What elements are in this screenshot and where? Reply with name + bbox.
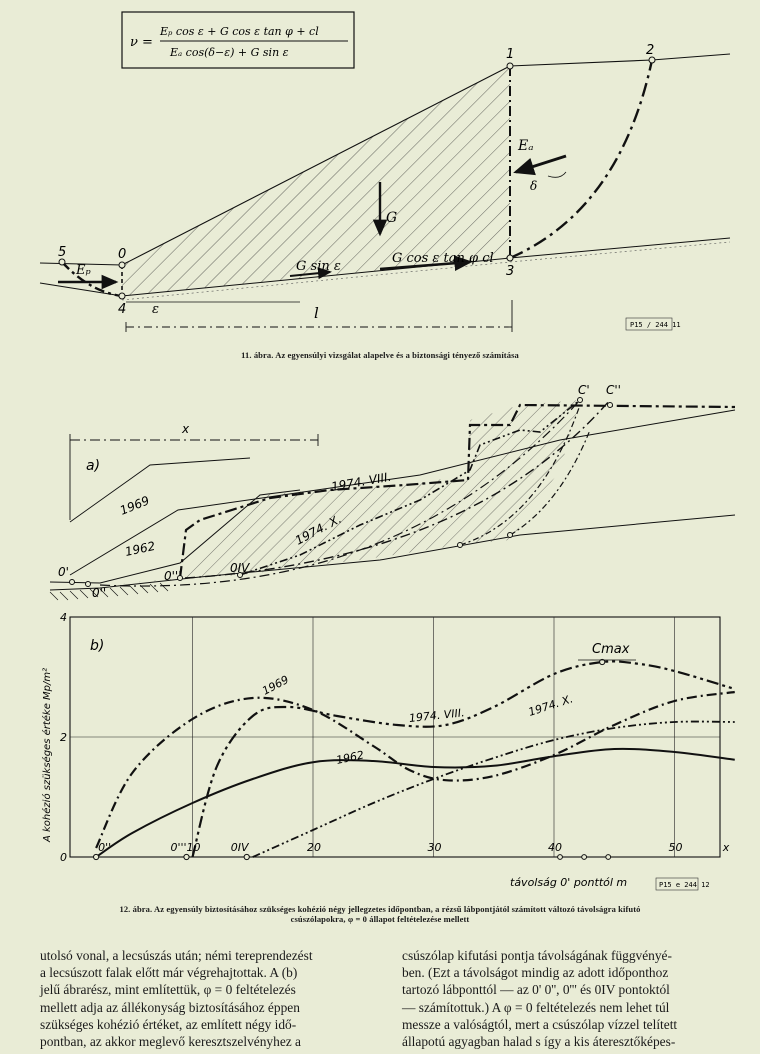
- y-tick-label: 4: [60, 611, 67, 624]
- plot-series: 1969 1962 1974. VIII. 1974. X. 0'' 0''' 0IV: [93, 658, 736, 861]
- body-left-line: mellett adja az állékonyság biztosításáh…: [40, 999, 300, 1015]
- formula-box: [121, 11, 355, 69]
- start-point: [243, 853, 250, 861]
- body-left-line: a lecsúszott falak előtt már végrehajtot…: [40, 965, 298, 981]
- point-c-prime: C': [578, 383, 590, 397]
- year-1962-a: 1962: [124, 539, 157, 559]
- panel-a-hatch: [100, 400, 580, 585]
- start-point-label: 0IV: [231, 841, 250, 854]
- fig12-stamp: P15 e 244 12: [659, 881, 710, 889]
- g-sin-label: G sin ε: [296, 259, 341, 274]
- point-3: 3: [506, 264, 514, 279]
- series-label: 1969: [260, 673, 291, 698]
- series-line-1974-viii: [191, 660, 736, 858]
- length-l-label: l: [314, 304, 319, 322]
- formula-denominator: Eₐ cos(δ−ε) + G sin ε: [169, 46, 289, 59]
- body-column-left: utolsó vonal, a lecsúszás után; némi ter…: [40, 947, 375, 1050]
- y-tick-label: 2: [60, 731, 67, 744]
- start-point: [93, 853, 100, 861]
- point-2: 2: [646, 43, 654, 58]
- body-right-line: állapotú agyagban halad s így a kis áter…: [402, 1034, 676, 1050]
- body-right-line: ben. (Ezt a távolságot mindig az adott i…: [402, 965, 669, 981]
- point-0: 0: [118, 247, 126, 262]
- point-4: 4: [118, 302, 126, 317]
- g-label: G: [386, 210, 397, 226]
- point-1: 1: [506, 47, 514, 62]
- figure-11: ν = Eₚ cos ε + G cos ε tan φ + cl Eₐ cos…: [39, 11, 731, 332]
- g-cos-label: G cos ε tan φ cl: [392, 251, 494, 266]
- x-tick-label: 50: [669, 841, 683, 854]
- ep-label: Eₚ: [75, 263, 91, 278]
- y-axis-label: A kohézió szükséges értéke Mp/m²: [41, 668, 53, 843]
- x-dimension-label: x: [181, 422, 190, 436]
- profile-1962: [49, 489, 301, 584]
- body-right-line: csúszólap kifutási pontja távolságának f…: [402, 948, 672, 963]
- profile-1974-viii: [178, 403, 736, 579]
- point-0-triple: 0''': [164, 569, 182, 583]
- series-label: 1974. X.: [527, 692, 575, 719]
- end-point: [581, 854, 588, 860]
- point-5: 5: [58, 245, 66, 260]
- point-0-double: 0'': [92, 586, 106, 600]
- profile-1974-x: [239, 399, 581, 576]
- body-left-line: szükséges kohézió értéket, az említett n…: [40, 1016, 297, 1032]
- series-line-1962: [95, 747, 735, 858]
- body-column-right: csúszólap kifutási pontja távolságának f…: [402, 947, 747, 1050]
- start-point-label: 0''': [170, 841, 186, 854]
- figure-12a: x a) 0' 0'': [49, 383, 736, 601]
- series-line-1974-x: [252, 720, 735, 858]
- slip-curve-left: [61, 261, 123, 298]
- figure-11-caption: 11. ábra. Az egyensúlyi vizsgálat alapel…: [241, 350, 519, 360]
- plot-ticks: 10 20 30 40 50 x 0 2 4: [60, 611, 730, 864]
- series-line-1969: [95, 690, 735, 849]
- figure-12-caption-1: 12. ábra. Az egyensúly biztosításához sz…: [119, 904, 641, 914]
- x-tick-label: 20: [307, 841, 321, 854]
- end-point: [557, 854, 563, 860]
- body-right-line: tartozó lábponttól — az 0' 0'', 0''' és …: [402, 982, 670, 998]
- figure-12-caption-2: csúszólapokra, φ = 0 állapot feltételezé…: [290, 914, 470, 924]
- start-point: [183, 853, 190, 861]
- series-label: 1974. VIII.: [408, 706, 465, 725]
- ea-label: Eₐ: [517, 138, 533, 154]
- slip-base-line: [39, 237, 731, 297]
- delta-label: δ: [530, 179, 537, 193]
- ea-arrow: [513, 154, 567, 176]
- x-tick-label: x: [722, 841, 730, 854]
- x-tick-label: 10: [187, 841, 201, 854]
- body-right-line: messze a valóságtól, mert a csúszólap ví…: [402, 1016, 678, 1032]
- series-label: 1962: [335, 748, 365, 767]
- plot-grid: [70, 617, 720, 857]
- fig11-stamp: P15 / 244 11: [630, 321, 681, 329]
- formula-lhs: ν =: [130, 35, 153, 50]
- panel-a-tag: a): [86, 458, 100, 474]
- end-point: [605, 854, 612, 860]
- point-0-prime: 0': [58, 565, 69, 579]
- figure-12b: 1969 1962 1974. VIII. 1974. X. 0'' 0''' 0IV 10…: [41, 611, 736, 891]
- point-0-iv: 0IV: [230, 561, 250, 575]
- body-left-line: jelű ábrarész, mint említettük, φ = 0 fe…: [40, 982, 296, 998]
- cmax-label: Cmax: [592, 642, 630, 657]
- start-point-label: 0'': [98, 841, 111, 854]
- sliding-wedge: [122, 66, 510, 296]
- point-c-double: C'': [606, 383, 621, 397]
- profile-1969: [69, 457, 251, 523]
- panel-b-tag: b): [90, 638, 104, 654]
- x-tick-label: 30: [428, 841, 442, 854]
- formula-numerator: Eₚ cos ε + G cos ε tan φ + cl: [159, 25, 319, 38]
- body-right-line: — számítottuk.) A φ = 0 feltételezés nem…: [402, 999, 670, 1015]
- body-left-line: pontban, az akkor meglevő keresztszelvén…: [40, 1034, 301, 1050]
- x-axis-label: távolság 0' ponttól m: [510, 876, 627, 889]
- epsilon-label: ε: [152, 302, 159, 317]
- year-1969-a: 1969: [118, 493, 152, 517]
- cmax-point: [599, 658, 606, 666]
- body-left-line: utolsó vonal, a lecsúszás után; némi ter…: [40, 948, 313, 963]
- y-tick-label: 0: [60, 851, 67, 864]
- x-tick-label: 40: [548, 841, 562, 854]
- slip-curve-right: [509, 59, 654, 260]
